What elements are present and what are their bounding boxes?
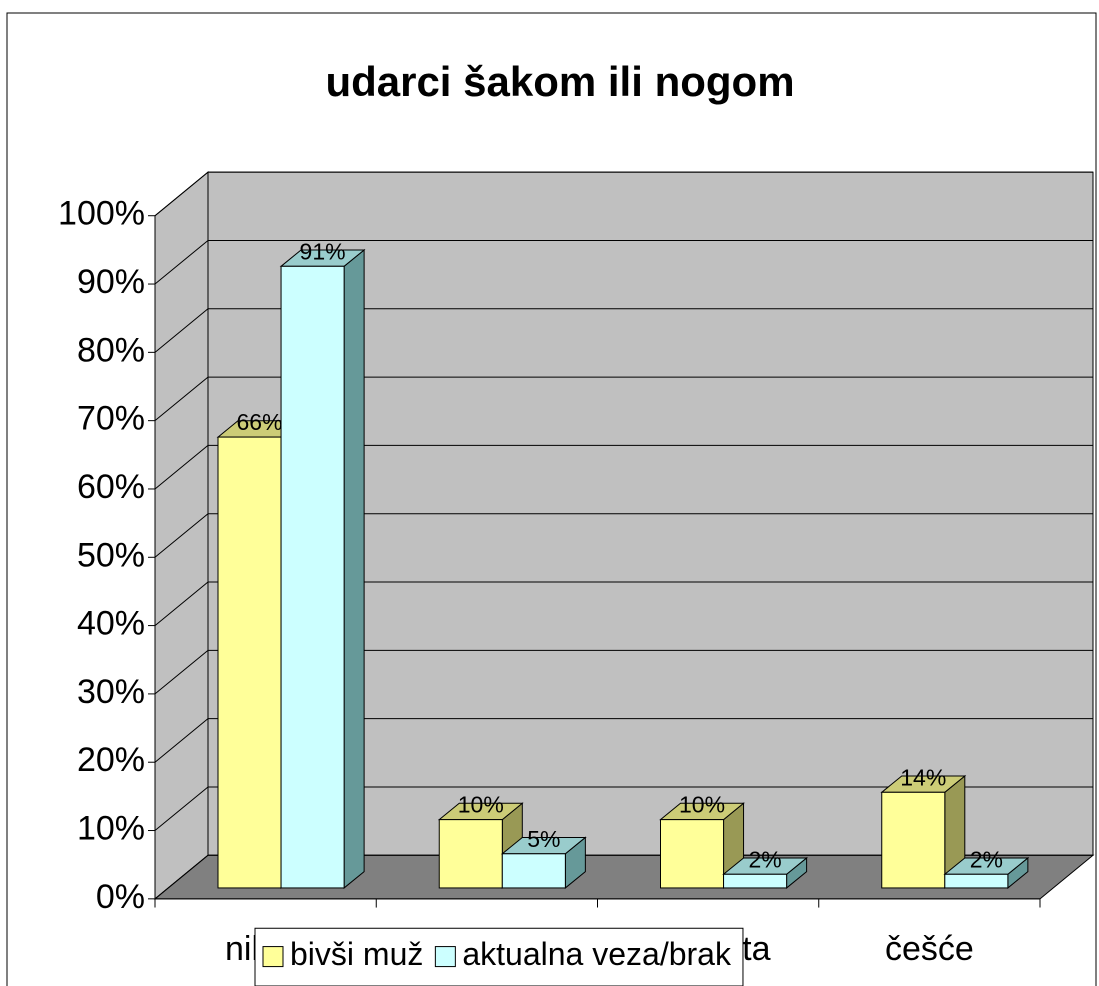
y-tick-label: 40% (77, 605, 145, 643)
grid-line (154, 718, 1093, 763)
value-label: 91% (300, 238, 346, 264)
legend-label: bivši muž (290, 936, 423, 972)
bar (660, 819, 725, 889)
value-label: 10% (679, 792, 725, 818)
x-tick-label: češće (885, 930, 974, 968)
y-tick-label: 60% (77, 468, 145, 506)
y-tick-label: 30% (77, 673, 145, 711)
y-tick-label: 20% (77, 741, 145, 779)
bar (438, 819, 503, 889)
grid-line (154, 376, 1093, 422)
value-label: 66% (237, 409, 283, 435)
legend-swatch (262, 946, 284, 968)
grid-line (154, 171, 1093, 217)
y-tick-label: 10% (77, 810, 145, 848)
legend-label: aktualna veza/brak (462, 936, 732, 972)
y-tick-label: 70% (77, 400, 145, 438)
value-label: 14% (900, 764, 946, 790)
value-label: 2% (748, 846, 781, 872)
y-tick-label: 100% (58, 195, 145, 233)
value-label: 10% (458, 792, 504, 818)
bar-side (343, 248, 365, 889)
bar (881, 791, 946, 889)
y-tick-label: 80% (77, 331, 145, 369)
grid-line (154, 581, 1093, 626)
value-label: 5% (527, 826, 560, 852)
grid-line (154, 786, 1093, 831)
bar (217, 436, 282, 889)
bar (501, 853, 566, 889)
bar (944, 873, 1009, 889)
bar (723, 873, 788, 889)
grid-line (154, 649, 1093, 695)
grid-line (154, 308, 1093, 353)
legend (254, 927, 744, 986)
y-tick-label: 90% (77, 263, 145, 301)
grid-line (154, 444, 1093, 490)
value-label: 2% (970, 846, 1003, 872)
legend-swatch (434, 946, 456, 968)
grid-line (154, 854, 1093, 900)
y-tick-label: 50% (77, 536, 145, 574)
bar (280, 265, 345, 889)
grid-line (154, 239, 1093, 285)
grid-line (154, 513, 1093, 558)
chart-title: udarci šakom ili nogom (325, 58, 794, 105)
y-tick-label: 0% (96, 878, 145, 916)
